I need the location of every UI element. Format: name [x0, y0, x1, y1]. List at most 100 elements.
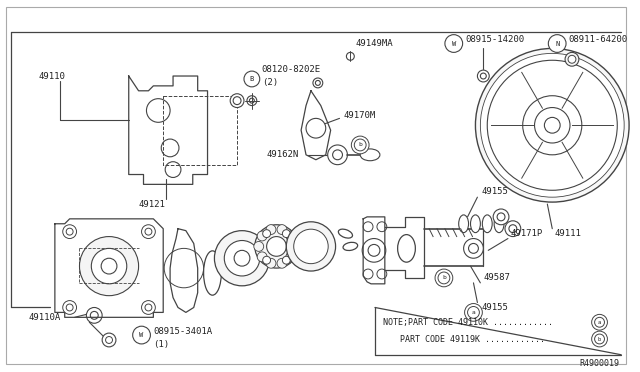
Text: 08915-14200: 08915-14200: [465, 35, 525, 44]
Circle shape: [468, 307, 479, 318]
Circle shape: [234, 250, 250, 266]
Text: 49171P: 49171P: [511, 229, 543, 238]
Circle shape: [214, 231, 269, 286]
Circle shape: [63, 301, 77, 314]
Text: 49110A: 49110A: [28, 313, 61, 322]
Text: 08911-64200: 08911-64200: [568, 35, 627, 44]
Circle shape: [351, 136, 369, 154]
Circle shape: [463, 238, 483, 258]
Text: (1): (1): [154, 340, 170, 349]
Circle shape: [257, 231, 267, 241]
Circle shape: [362, 238, 386, 262]
Circle shape: [262, 230, 271, 238]
Circle shape: [545, 118, 560, 133]
Circle shape: [254, 241, 264, 251]
Circle shape: [145, 304, 152, 311]
Text: a: a: [598, 320, 601, 325]
Circle shape: [277, 225, 287, 234]
Circle shape: [497, 213, 505, 221]
Circle shape: [86, 308, 102, 323]
Circle shape: [244, 71, 260, 87]
Circle shape: [101, 258, 117, 274]
FancyBboxPatch shape: [6, 7, 626, 363]
Circle shape: [316, 80, 320, 86]
Circle shape: [333, 150, 342, 160]
Circle shape: [313, 78, 323, 88]
Circle shape: [306, 118, 326, 138]
Ellipse shape: [494, 215, 504, 232]
Circle shape: [438, 272, 450, 284]
Circle shape: [266, 225, 276, 234]
Circle shape: [282, 256, 291, 264]
Circle shape: [289, 241, 299, 251]
Text: NOTE;PART CODE 49110K ............: NOTE;PART CODE 49110K ............: [383, 318, 553, 327]
Circle shape: [79, 237, 139, 296]
Circle shape: [505, 221, 521, 237]
Text: 49162N: 49162N: [267, 150, 299, 159]
Circle shape: [476, 48, 629, 202]
Circle shape: [591, 314, 607, 330]
Circle shape: [595, 317, 604, 327]
Circle shape: [66, 228, 73, 235]
Circle shape: [328, 145, 348, 165]
Text: 49170M: 49170M: [344, 111, 376, 120]
Circle shape: [141, 301, 156, 314]
Circle shape: [147, 99, 170, 122]
Circle shape: [445, 35, 463, 52]
Text: 49111: 49111: [554, 229, 581, 238]
Text: W: W: [140, 332, 143, 338]
Circle shape: [595, 334, 604, 344]
Text: 49587: 49587: [483, 273, 510, 282]
Circle shape: [66, 304, 73, 311]
Circle shape: [286, 222, 335, 271]
Text: 49155: 49155: [481, 187, 508, 196]
Circle shape: [377, 269, 387, 279]
Text: 49155: 49155: [481, 303, 508, 312]
Circle shape: [230, 94, 244, 108]
Circle shape: [355, 139, 366, 151]
Text: 08120-8202E: 08120-8202E: [262, 65, 321, 74]
Circle shape: [468, 243, 478, 253]
Circle shape: [250, 98, 254, 103]
Circle shape: [233, 97, 241, 105]
Circle shape: [161, 139, 179, 157]
Circle shape: [286, 231, 296, 241]
Text: B: B: [250, 76, 254, 82]
Circle shape: [90, 311, 98, 319]
Circle shape: [165, 162, 181, 177]
Circle shape: [481, 73, 486, 79]
Circle shape: [363, 222, 373, 232]
Circle shape: [267, 237, 286, 256]
Text: b: b: [598, 337, 601, 341]
Circle shape: [363, 269, 373, 279]
Circle shape: [377, 222, 387, 232]
Circle shape: [247, 96, 257, 106]
Text: b: b: [358, 142, 362, 147]
Circle shape: [255, 225, 298, 268]
Ellipse shape: [568, 55, 576, 63]
Ellipse shape: [343, 242, 358, 250]
Text: 08915-3401A: 08915-3401A: [154, 327, 212, 336]
Ellipse shape: [483, 215, 492, 232]
Circle shape: [591, 331, 607, 347]
Text: W: W: [452, 41, 456, 46]
Text: 49121: 49121: [139, 199, 166, 209]
Circle shape: [102, 333, 116, 347]
Circle shape: [286, 252, 296, 262]
Circle shape: [295, 231, 326, 262]
Ellipse shape: [294, 229, 328, 264]
Circle shape: [277, 258, 287, 268]
Text: (2): (2): [262, 78, 278, 87]
Circle shape: [534, 108, 570, 143]
Circle shape: [346, 52, 355, 60]
Circle shape: [92, 248, 127, 284]
Ellipse shape: [459, 215, 468, 232]
Ellipse shape: [360, 149, 380, 161]
Circle shape: [493, 209, 509, 225]
Ellipse shape: [565, 52, 579, 66]
Circle shape: [266, 258, 276, 268]
Circle shape: [257, 252, 267, 262]
Circle shape: [487, 60, 617, 190]
Ellipse shape: [339, 229, 353, 238]
Ellipse shape: [204, 251, 221, 295]
